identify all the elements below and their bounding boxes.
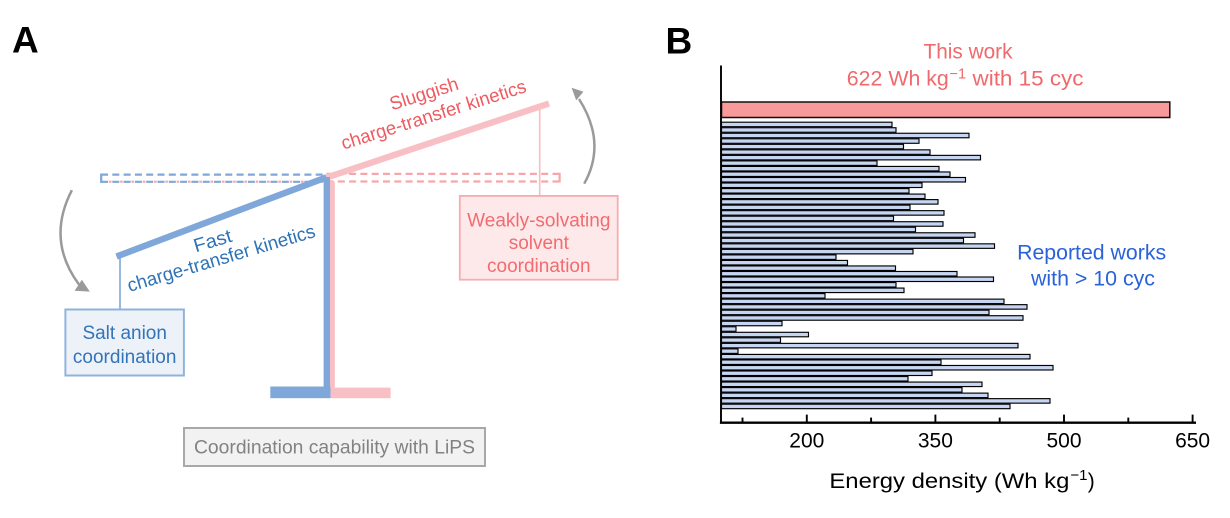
svg-text:Salt anion: Salt anion bbox=[82, 323, 167, 344]
svg-text:solvent: solvent bbox=[509, 233, 570, 254]
svg-text:−1: −1 bbox=[950, 67, 967, 83]
svg-text:B: B bbox=[666, 21, 693, 62]
svg-text:200: 200 bbox=[789, 430, 824, 453]
svg-text:−1: −1 bbox=[1070, 467, 1087, 484]
svg-text:coordination: coordination bbox=[73, 347, 177, 368]
svg-text:350: 350 bbox=[918, 430, 953, 453]
svg-text:Weakly-solvating: Weakly-solvating bbox=[467, 210, 610, 231]
svg-text:500: 500 bbox=[1046, 430, 1081, 453]
svg-text:): ) bbox=[1088, 470, 1095, 493]
svg-text:Reported works: Reported works bbox=[1017, 241, 1166, 264]
svg-text:622 Wh kg: 622 Wh kg bbox=[847, 68, 949, 91]
svg-text:Coordination capability with L: Coordination capability with LiPS bbox=[194, 438, 475, 459]
svg-text:with > 10 cyc: with > 10 cyc bbox=[1030, 268, 1155, 291]
svg-text:A: A bbox=[12, 20, 39, 61]
svg-text:with 15 cyc: with 15 cyc bbox=[971, 68, 1083, 91]
svg-text:Energy density (Wh kg: Energy density (Wh kg bbox=[829, 470, 1069, 493]
svg-text:coordination: coordination bbox=[487, 256, 591, 277]
svg-text:This work: This work bbox=[924, 41, 1013, 64]
svg-text:650: 650 bbox=[1175, 430, 1210, 453]
